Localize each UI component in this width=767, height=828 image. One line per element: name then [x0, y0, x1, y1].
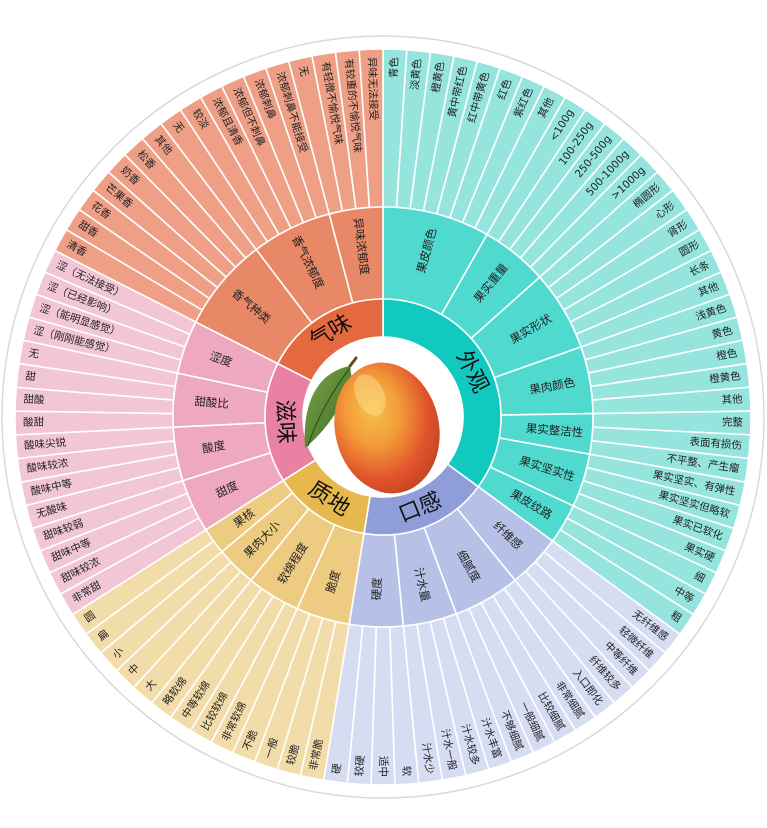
attribute-label: 完整: [722, 415, 744, 428]
attribute-label: 酸甜: [23, 415, 45, 428]
sub-category-label: 甜酸比: [194, 394, 230, 411]
attribute-label: 汁水少: [419, 742, 436, 775]
attribute-label: 表面有损伤: [689, 435, 742, 452]
sub-category-label: 脆度: [323, 568, 343, 595]
mango-image: [303, 337, 463, 497]
attribute-label: 橙黄色: [429, 60, 447, 94]
attribute-label: 软: [400, 765, 414, 777]
sub-category-label: 果实整洁性: [525, 421, 583, 440]
attribute-label: 细: [692, 569, 707, 585]
category-ring: [264, 298, 502, 536]
category-label: 滋味: [271, 399, 298, 444]
attribute-label: 甜酸: [23, 393, 45, 407]
attribute-label: 非常脆: [307, 737, 326, 771]
attribute-label: 黄色: [710, 323, 734, 341]
attribute-label: 较硬: [353, 754, 367, 776]
attribute-label: 淡黄色: [408, 58, 424, 91]
sub-category-label: 酸度: [201, 438, 227, 456]
attribute-label: 橙黄色: [709, 369, 742, 386]
attribute-label: 其他: [721, 393, 743, 407]
attribute-label: 甜: [25, 369, 37, 383]
attribute-label: 异味无法接受: [365, 57, 380, 120]
attribute-label: 无: [28, 347, 41, 361]
attribute-label: 较脆: [284, 742, 302, 766]
sub-category-ring: [172, 206, 594, 628]
sub-category-label: 硬度: [370, 577, 385, 601]
attribute-label: 无: [296, 65, 310, 78]
attribute-label: 酸味较浓: [26, 456, 70, 475]
attribute-label: 硬: [331, 762, 344, 774]
attribute-label: 橙色: [715, 346, 738, 363]
attribute-label: 青色: [387, 56, 401, 78]
attribute-label: 适中: [377, 756, 390, 777]
attribute-label: 酸味尖锐: [24, 436, 67, 452]
